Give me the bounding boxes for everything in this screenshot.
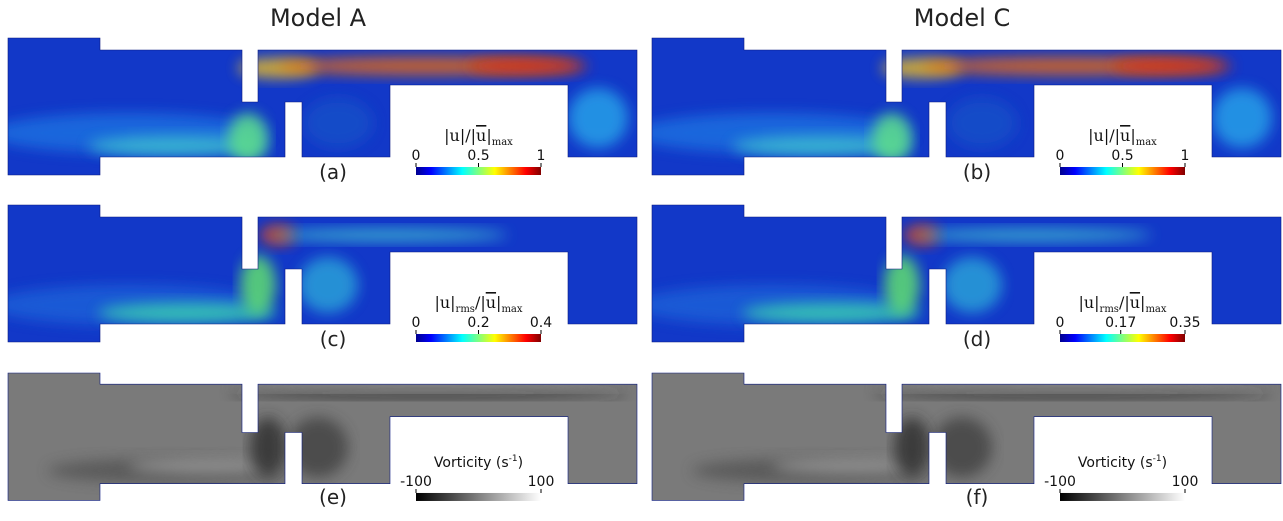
panel-label: (d) <box>963 327 991 351</box>
colorbar <box>416 167 541 175</box>
column-header: Model A <box>270 4 367 32</box>
colorbar-tick-label: 0.2 <box>467 315 489 331</box>
colorbar-tick-label: 0.17 <box>1105 315 1136 331</box>
panel: (f) -100 100 Vorticity (s-1) <box>652 373 1282 513</box>
colorbar-tick-label: 1 <box>1181 148 1190 164</box>
colorbar-title-part: |u| <box>1078 293 1099 312</box>
panel-label: (e) <box>319 485 347 509</box>
field-feature <box>894 417 930 477</box>
panel: (e) -100 100 Vorticity (s-1) <box>8 373 638 513</box>
colorbar-title-part: u <box>486 293 496 312</box>
field-feature <box>872 113 912 163</box>
colorbar-title-part: u <box>1130 293 1140 312</box>
field-feature <box>1112 58 1232 74</box>
colorbar-title: Vorticity (s-1) <box>1078 454 1167 471</box>
colorbar-title-part: rms <box>1100 304 1119 315</box>
colorbar-title: |u|/|u|max <box>1088 126 1157 148</box>
field-feature <box>947 98 1017 148</box>
panel-label: (b) <box>963 160 991 184</box>
field-feature <box>872 385 1272 391</box>
field-feature <box>468 58 588 74</box>
colorbar-title-part: max <box>501 304 522 315</box>
colorbar-tick-label: -100 <box>1044 474 1076 490</box>
panel-label: (c) <box>320 327 347 351</box>
field-feature <box>942 257 1002 313</box>
field-feature <box>932 417 992 477</box>
colorbar-tick-label: 0.35 <box>1169 315 1200 331</box>
field-feature <box>228 113 268 163</box>
field-feature <box>568 88 628 148</box>
field-feature <box>912 229 1152 241</box>
field-feature <box>268 229 508 241</box>
colorbar-title-part: Vorticity (s <box>434 455 509 471</box>
colorbar-title: |u|rms/|u|max <box>1078 293 1166 315</box>
colorbar <box>1060 493 1185 501</box>
colorbar-title: Vorticity (s-1) <box>434 454 523 471</box>
colorbar-title-part: ) <box>518 455 523 471</box>
colorbar-tick-label: 100 <box>1172 474 1199 490</box>
colorbar <box>1060 334 1185 342</box>
colorbar-tick-label: -100 <box>400 474 432 490</box>
colorbar <box>416 334 541 342</box>
colorbar-title-part: |u| <box>434 293 455 312</box>
figure: Model A Model C (a) 0 0.5 1 |u|/|u|max (b) 0 0.… <box>0 0 1283 521</box>
colorbar-title-part: max <box>492 137 513 148</box>
colorbar-tick-label: 0 <box>1056 148 1065 164</box>
colorbar-title-part: -1 <box>509 454 518 464</box>
colorbar-title-part: ) <box>1162 455 1167 471</box>
colorbar-tick-label: 0 <box>412 148 421 164</box>
colorbar-title-part: u <box>476 126 486 145</box>
colorbar-title-part: /| <box>1119 293 1130 312</box>
colorbar-tick-label: 0.5 <box>1111 148 1133 164</box>
colorbar-title-part: max <box>1145 304 1166 315</box>
panel-label: (a) <box>319 160 347 184</box>
column-header: Model C <box>914 4 1010 32</box>
colorbar-title-part: Vorticity (s <box>1078 455 1153 471</box>
colorbar-title-part: /| <box>475 293 486 312</box>
colorbar-tick-label: 0 <box>412 315 421 331</box>
colorbar-title: |u|rms/|u|max <box>434 293 522 315</box>
field-feature <box>298 257 358 313</box>
colorbar <box>1060 167 1185 175</box>
field-feature <box>250 417 286 477</box>
colorbar-tick-label: 0 <box>1056 315 1065 331</box>
colorbar-title: |u|/|u|max <box>444 126 513 148</box>
colorbar-title-part: |u|/| <box>1088 126 1120 145</box>
panel: (a) 0 0.5 1 |u|/|u|max <box>0 38 638 184</box>
colorbar-title-part: -1 <box>1153 454 1162 464</box>
colorbar-tick-label: 0.4 <box>530 315 552 331</box>
colorbar-title-part: |u|/| <box>444 126 476 145</box>
colorbar-tick-label: 1 <box>537 148 546 164</box>
colorbar-tick-label: 0.5 <box>467 148 489 164</box>
colorbar <box>416 493 541 501</box>
panel: (b) 0 0.5 1 |u|/|u|max <box>632 38 1282 184</box>
panel-label: (f) <box>966 485 989 509</box>
colorbar-tick-label: 100 <box>528 474 555 490</box>
field-feature <box>303 98 373 148</box>
colorbar-title-part: max <box>1136 137 1157 148</box>
field-feature <box>1212 88 1272 148</box>
colorbar-title-part: u <box>1120 126 1130 145</box>
field-feature <box>228 385 628 391</box>
colorbar-title-part: rms <box>456 304 475 315</box>
field-feature <box>288 417 348 477</box>
